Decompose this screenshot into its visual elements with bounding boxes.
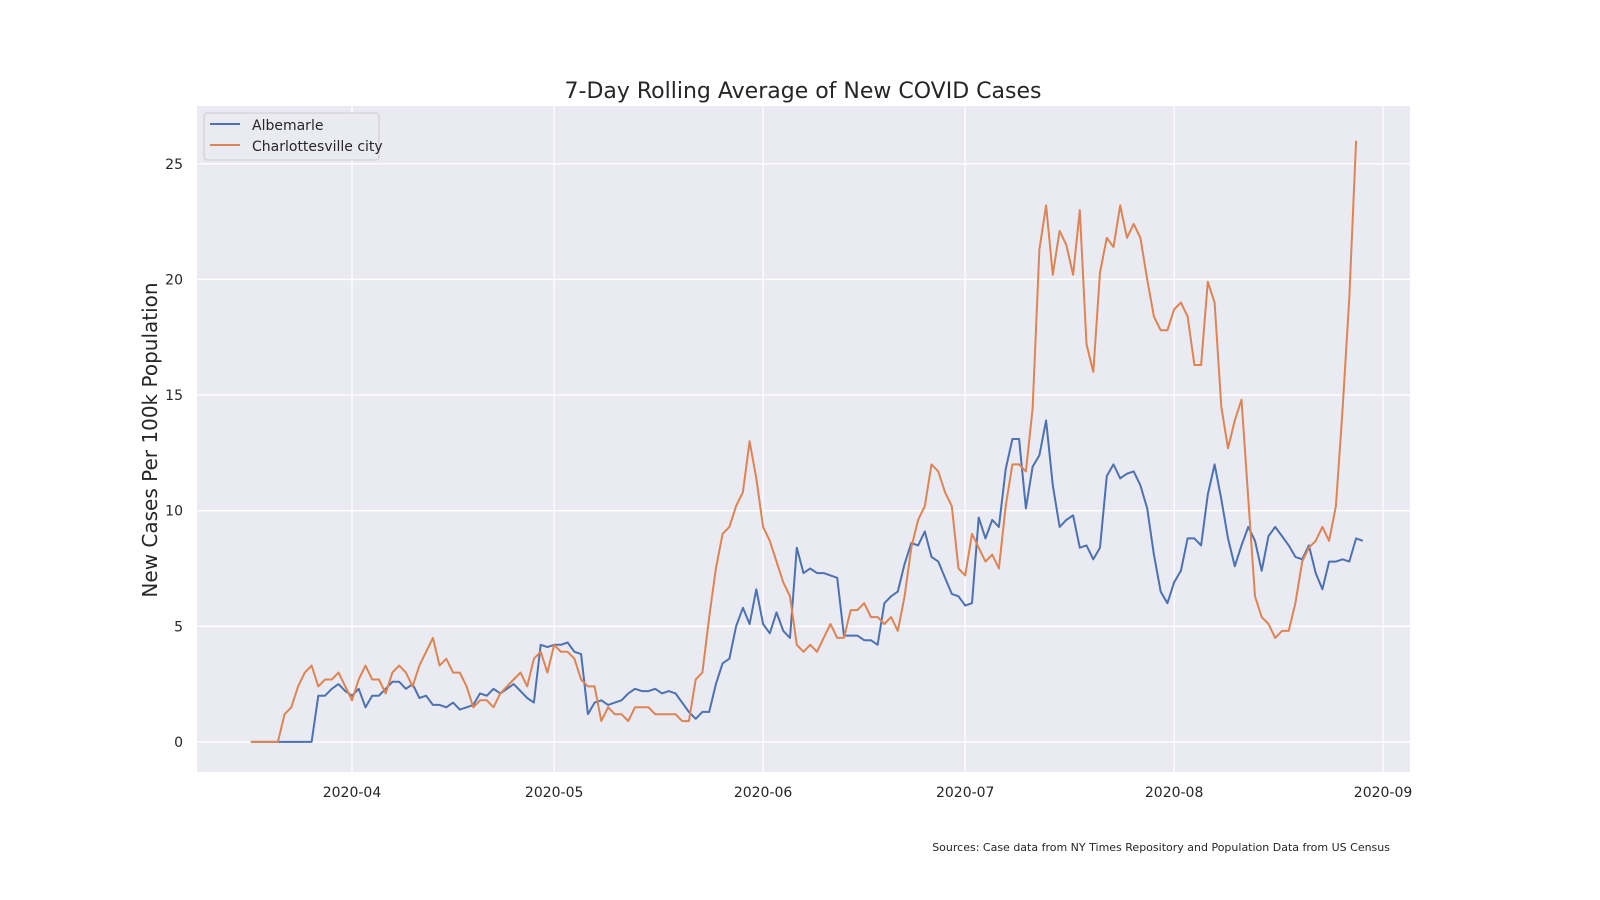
x-tick-label: 2020-07 — [936, 785, 995, 801]
gridlines — [197, 106, 1410, 772]
plot-area — [197, 106, 1410, 772]
y-tick-label: 10 — [165, 504, 183, 520]
x-tick-label: 2020-05 — [525, 785, 584, 801]
y-tick-label: 20 — [165, 272, 183, 288]
y-tick-label: 15 — [165, 388, 183, 404]
x-tick-label: 2020-04 — [323, 785, 382, 801]
legend-label-charlottesville: Charlottesville city — [252, 139, 383, 155]
legend-label-albemarle: Albemarle — [252, 118, 323, 134]
y-tick-label: 25 — [165, 157, 183, 173]
tick-labels: 2020-04 2020-05 2020-06 2020-07 2020-08 2020-… — [165, 157, 1412, 801]
series-line-1 — [250, 140, 1358, 743]
y-tick-label: 0 — [174, 735, 183, 751]
y-tick-label: 5 — [174, 619, 183, 635]
legend-box — [203, 112, 380, 161]
chart-title: 7-Day Rolling Average of New COVID Cases — [565, 79, 1042, 104]
source-note: Sources: Case data from NY Times Reposit… — [932, 841, 1390, 854]
series-line-0 — [250, 419, 1364, 743]
series-lines — [250, 140, 1364, 743]
legend: Albemarle Charlottesville city — [203, 112, 383, 161]
x-tick-label: 2020-09 — [1354, 785, 1413, 801]
x-tick-label: 2020-06 — [734, 785, 793, 801]
x-tick-label: 2020-08 — [1145, 785, 1204, 801]
y-axis-label: New Cases Per 100k Population — [138, 282, 162, 597]
